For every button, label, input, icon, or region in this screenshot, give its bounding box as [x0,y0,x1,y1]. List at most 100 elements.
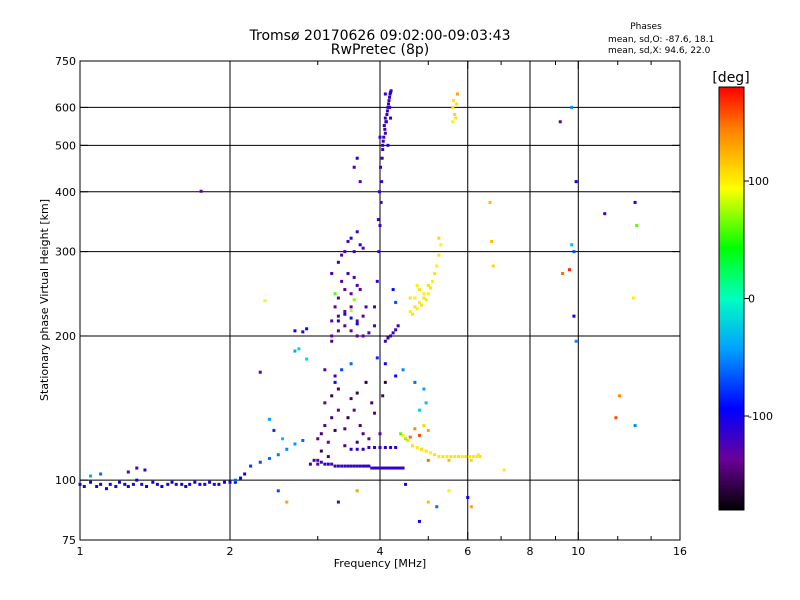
echo-point [99,482,103,486]
echo-point [336,319,340,323]
y-tick-label: 400 [55,186,76,199]
echo-point [422,387,426,391]
echo-point [343,464,347,468]
y-tick-label: 300 [55,246,76,259]
echo-point [389,334,393,338]
echo-point [373,466,377,470]
echo-point [352,250,356,254]
echo-point [451,120,455,124]
echo-point [155,482,159,486]
x-tick-label: 10 [571,545,585,558]
echo-point [385,112,389,116]
echo-point [293,442,297,446]
echo-point [383,466,387,470]
echo-point [433,272,437,276]
echo-point [447,489,451,493]
echo-point [364,380,368,384]
echo-point [193,480,197,484]
echo-point [180,482,184,486]
echo-point [367,464,371,468]
echo-point [433,453,437,457]
chart-subtitle: RwPretec (8p) [331,42,429,58]
echo-point [346,416,350,420]
echo-point [131,482,135,486]
echo-point [455,102,459,106]
echo-point [635,224,639,228]
echo-point [263,299,267,303]
echo-point [399,466,403,470]
echo-point [336,387,340,391]
echo-point [355,464,359,468]
echo-point [417,519,421,523]
echo-point [420,303,424,307]
x-tick-label: 1 [77,545,84,558]
echo-point [388,105,392,109]
echo-point [184,484,188,488]
echo-point [267,417,271,421]
echo-point [399,432,403,436]
echo-point [437,236,441,240]
echo-point [104,487,108,491]
echo-point [358,424,362,428]
phases-x-stats: mean, sd,X: 94.6, 22.0 [608,46,711,56]
echo-point [126,484,130,488]
echo-point [208,480,212,484]
echo-point [330,334,334,338]
echo-point [631,296,635,300]
echo-point [198,482,202,486]
echo-point [475,455,479,459]
echo-point [346,239,350,243]
echo-point [417,300,421,304]
echo-point [618,394,622,398]
echo-point [233,480,237,484]
echo-point [376,218,380,222]
echo-point [308,462,312,466]
echo-point [379,200,383,204]
echo-point [426,500,430,504]
echo-point [140,482,144,486]
echo-point [203,482,207,486]
echo-point [426,292,430,296]
echo-point [352,275,356,279]
echo-point [572,250,576,254]
echo-point [293,349,297,353]
echo-point [355,334,359,338]
echo-point [383,339,387,343]
echo-point [323,368,327,372]
x-axis-label: Frequency [MHz] [334,557,426,570]
echo-point [378,445,382,449]
echo-point [437,253,441,257]
echo-point [561,272,565,276]
echo-point [217,482,221,486]
echo-point [633,200,637,204]
echo-point [455,92,459,96]
echo-point [301,330,305,334]
y-tick-label: 75 [62,534,76,547]
echo-point [239,476,243,480]
echo-point [297,347,301,351]
echo-point [367,437,371,441]
echo-point [135,466,139,470]
echo-point [389,90,393,94]
echo-point [572,314,576,318]
echo-point [355,156,359,160]
echo-point [453,455,457,459]
phases-heading: Phases [630,22,662,32]
echo-point [316,462,320,466]
echo-point [411,312,415,316]
echo-point [340,464,344,468]
chart-title: Tromsø 20170626 09:02:00-09:03:43 [249,28,511,44]
echo-point [319,460,323,464]
echo-point [361,334,365,338]
echo-point [633,424,637,428]
echo-point [336,314,340,318]
echo-point [349,447,353,451]
x-tick-label: 16 [673,545,687,558]
echo-point [340,253,344,257]
echo-point [445,455,449,459]
echo-point [391,288,395,292]
echo-point [382,124,386,128]
echo-point [431,279,435,283]
echo-point [375,356,379,360]
